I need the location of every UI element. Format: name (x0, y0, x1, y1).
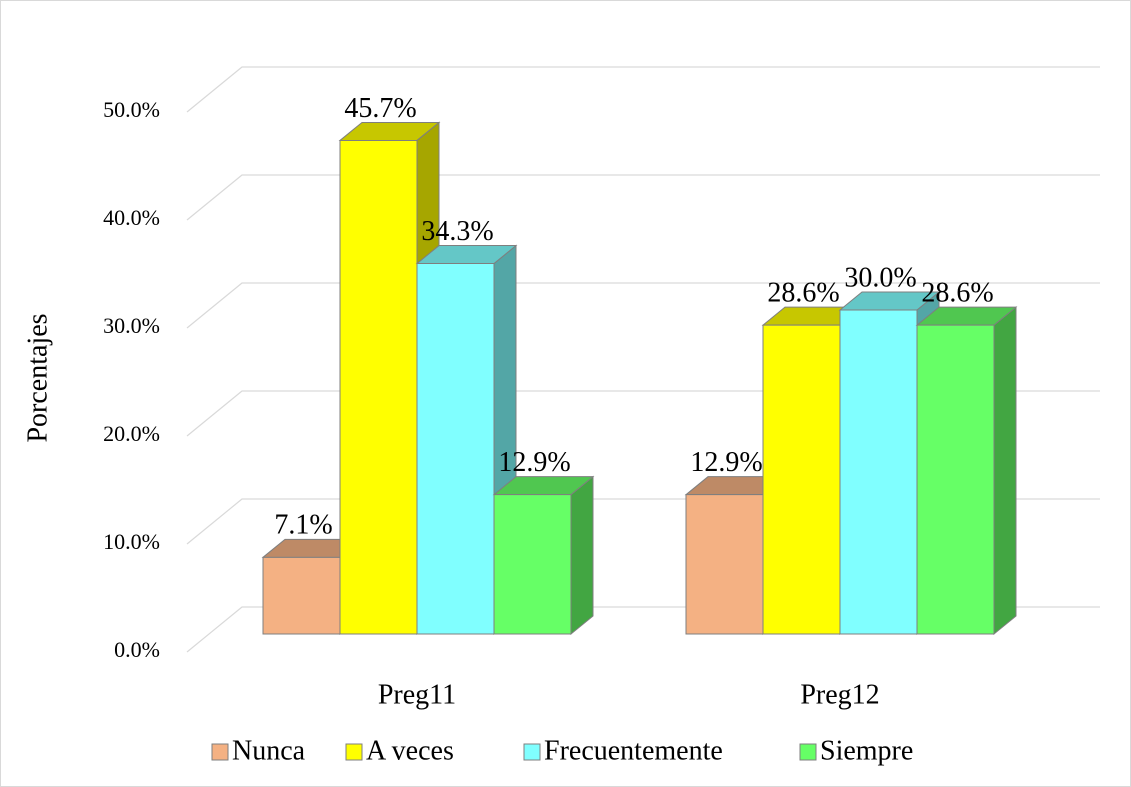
legend-swatch (523, 743, 541, 761)
bar (415, 244, 518, 636)
value-label: 30.0% (844, 262, 916, 293)
legend-swatch (799, 743, 817, 761)
y-axis-label: Porcentajes (22, 313, 53, 442)
legend-label: Frecuentemente (544, 735, 723, 766)
bar (492, 475, 595, 636)
bar (915, 306, 1018, 636)
value-label: 12.9% (690, 447, 762, 478)
value-label: 34.3% (421, 216, 493, 247)
grid-line (186, 282, 1100, 329)
y-tick-label: 40.0% (103, 205, 160, 230)
grid-line (186, 174, 1100, 221)
value-label: 7.1% (274, 510, 332, 541)
grid-line (186, 66, 1100, 113)
legend-label: A veces (366, 735, 454, 766)
legend-swatch (211, 743, 229, 761)
bar-front (762, 324, 841, 635)
bar-front (416, 263, 495, 635)
legend-swatch (345, 743, 363, 761)
value-label: 28.6% (921, 278, 993, 309)
bar-side (993, 306, 1017, 636)
y-tick-label: 30.0% (103, 313, 160, 338)
bar-front (839, 309, 918, 635)
value-label: 45.7% (344, 93, 416, 124)
legend-label: Nunca (232, 735, 306, 766)
y-tick-label: 50.0% (103, 97, 160, 122)
legend-label: Siempre (820, 735, 913, 766)
value-label: 28.6% (767, 278, 839, 309)
bar-front (262, 556, 341, 635)
x-tick-label: Preg11 (378, 679, 456, 710)
y-tick-label: 20.0% (103, 421, 160, 446)
bar-front (339, 139, 418, 635)
bar-front (493, 494, 572, 635)
value-label: 12.9% (498, 447, 570, 478)
bar-front (685, 494, 764, 635)
x-tick-label: Preg12 (800, 679, 879, 710)
y-tick-label: 0.0% (114, 637, 160, 662)
bar-front (916, 324, 995, 635)
y-tick-label: 10.0% (103, 529, 160, 554)
bar-side (570, 475, 594, 636)
